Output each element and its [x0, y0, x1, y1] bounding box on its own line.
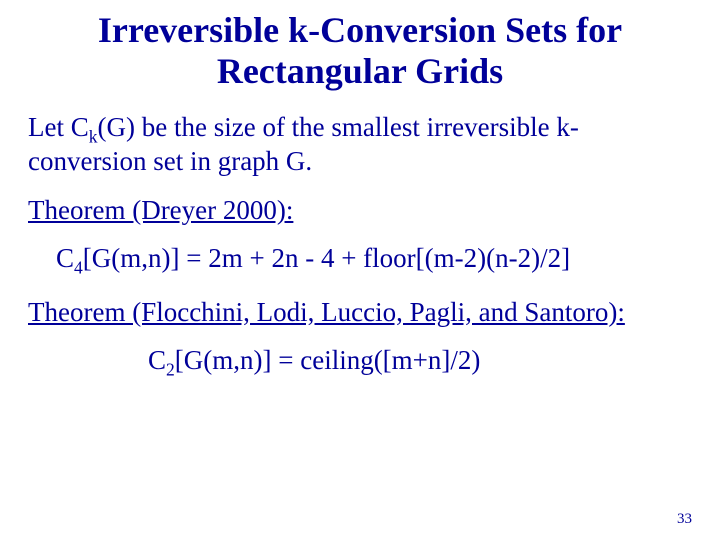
- f1-post: [G(m,n)] = 2m + 2n - 4 + floor[(m-2)(n-2…: [83, 243, 570, 273]
- title-line-1: Irreversible k-Conversion Sets for: [98, 10, 622, 50]
- f2-subscript: 2: [166, 359, 175, 379]
- f1-subscript: 4: [74, 257, 83, 277]
- def-pre: Let C: [28, 112, 89, 142]
- def-subscript: k: [89, 126, 98, 146]
- f1-pre: C: [56, 243, 74, 273]
- formula-1: C4[G(m,n)] = 2m + 2n - 4 + floor[(m-2)(n…: [28, 242, 692, 276]
- theorem-1-heading: Theorem (Dreyer 2000):: [28, 194, 692, 228]
- theorem-2-heading: Theorem (Flocchini, Lodi, Luccio, Pagli,…: [28, 296, 692, 330]
- formula-2: C2[G(m,n)] = ceiling([m+n]/2): [28, 344, 692, 378]
- f2-pre: C: [148, 345, 166, 375]
- definition-paragraph: Let Ck(G) be the size of the smallest ir…: [28, 111, 692, 179]
- slide-title: Irreversible k-Conversion Sets for Recta…: [28, 10, 692, 93]
- def-post: (G) be the size of the smallest irrevers…: [28, 112, 579, 176]
- page-number: 33: [677, 511, 692, 528]
- title-line-2: Rectangular Grids: [217, 51, 503, 91]
- f2-post: [G(m,n)] = ceiling([m+n]/2): [175, 345, 481, 375]
- slide-content: Irreversible k-Conversion Sets for Recta…: [0, 0, 720, 377]
